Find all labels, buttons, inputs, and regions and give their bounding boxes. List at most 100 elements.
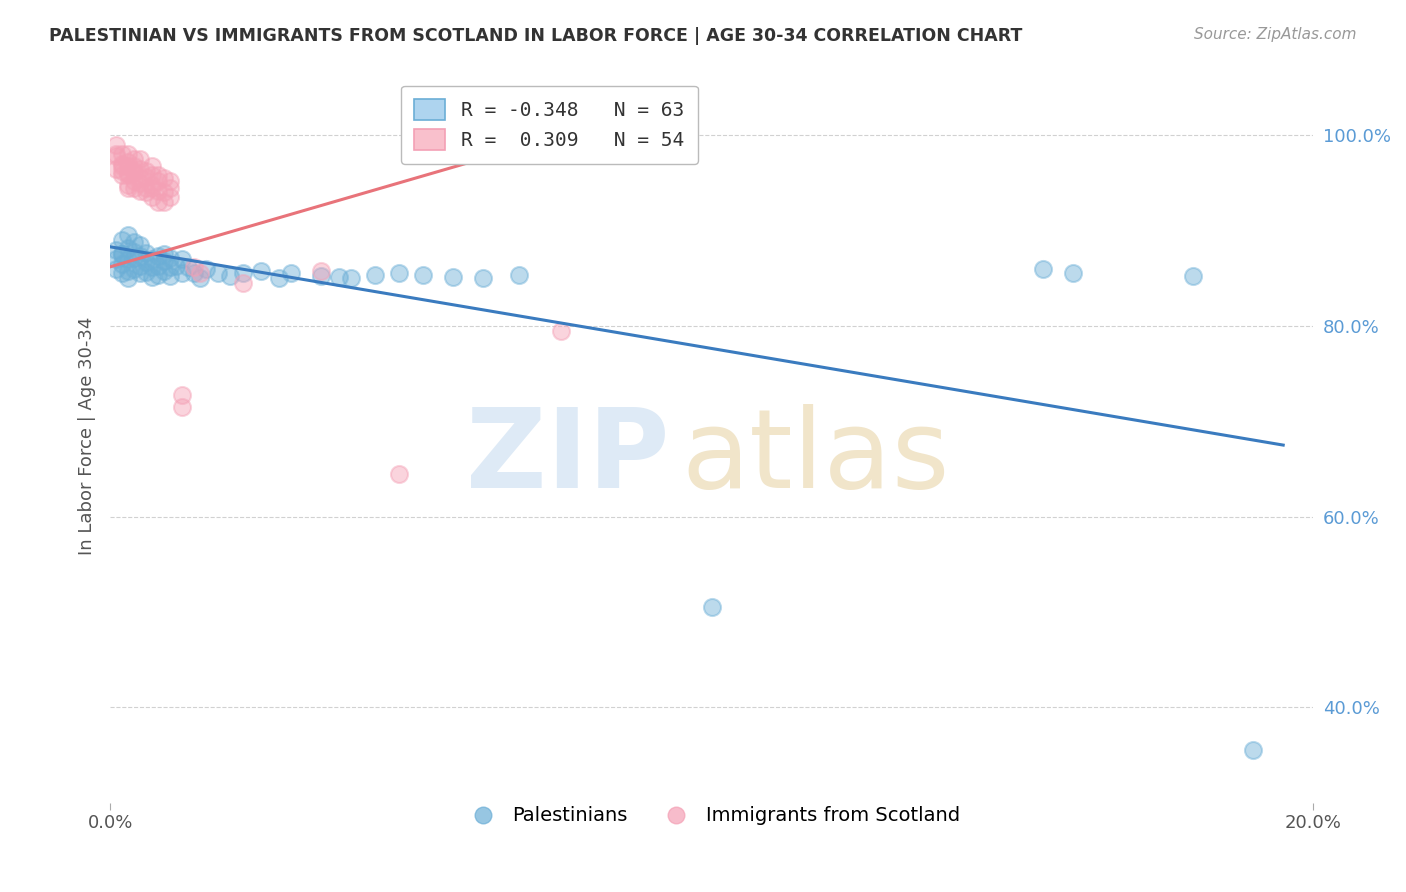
- Point: [105, 243, 128, 257]
- Point: [172, 400, 194, 414]
- Point: [328, 270, 350, 285]
- Point: [280, 267, 302, 281]
- Point: [309, 269, 332, 284]
- Point: [111, 163, 134, 178]
- Point: [165, 259, 187, 273]
- Point: [1062, 267, 1084, 281]
- Point: [153, 186, 176, 200]
- Point: [117, 147, 139, 161]
- Point: [122, 261, 145, 276]
- Point: [111, 247, 134, 261]
- Point: [219, 269, 242, 284]
- Point: [148, 268, 170, 283]
- Point: [129, 152, 152, 166]
- Point: [183, 260, 205, 274]
- Point: [105, 161, 128, 176]
- Point: [159, 180, 181, 194]
- Point: [105, 261, 128, 276]
- Point: [111, 157, 134, 171]
- Point: [141, 180, 163, 194]
- Point: [1032, 261, 1054, 276]
- Point: [111, 267, 134, 281]
- Point: [412, 268, 434, 283]
- Point: [135, 186, 157, 200]
- Point: [129, 176, 152, 190]
- Point: [129, 171, 152, 186]
- Point: [117, 169, 139, 183]
- Point: [172, 267, 194, 281]
- Point: [105, 137, 128, 152]
- Point: [122, 252, 145, 266]
- Point: [141, 270, 163, 285]
- Point: [117, 166, 139, 180]
- Point: [231, 276, 253, 290]
- Point: [141, 190, 163, 204]
- Point: [117, 155, 139, 169]
- Point: [550, 324, 572, 338]
- Point: [129, 161, 152, 176]
- Point: [190, 266, 212, 280]
- Point: [339, 271, 361, 285]
- Point: [364, 268, 387, 283]
- Point: [122, 152, 145, 166]
- Point: [508, 268, 530, 283]
- Point: [195, 261, 218, 276]
- Point: [249, 263, 271, 277]
- Point: [172, 387, 194, 401]
- Point: [111, 257, 134, 271]
- Text: Source: ZipAtlas.com: Source: ZipAtlas.com: [1194, 27, 1357, 42]
- Point: [129, 259, 152, 273]
- Point: [141, 252, 163, 267]
- Point: [122, 166, 145, 180]
- Point: [141, 178, 163, 192]
- Text: ZIP: ZIP: [467, 404, 669, 511]
- Point: [148, 174, 170, 188]
- Point: [172, 252, 194, 267]
- Point: [231, 266, 253, 280]
- Point: [111, 147, 134, 161]
- Point: [177, 260, 200, 274]
- Point: [148, 194, 170, 209]
- Point: [117, 241, 139, 255]
- Point: [267, 271, 290, 285]
- Point: [135, 164, 157, 178]
- Point: [159, 269, 181, 284]
- Point: [141, 169, 163, 183]
- Point: [309, 263, 332, 277]
- Point: [122, 244, 145, 259]
- Point: [122, 235, 145, 249]
- Point: [153, 247, 176, 261]
- Point: [129, 267, 152, 281]
- Point: [183, 267, 205, 281]
- Point: [105, 147, 128, 161]
- Point: [117, 178, 139, 192]
- Point: [111, 247, 134, 261]
- Point: [207, 267, 229, 281]
- Point: [159, 252, 181, 266]
- Text: atlas: atlas: [682, 404, 950, 511]
- Point: [122, 163, 145, 178]
- Point: [1181, 269, 1204, 284]
- Point: [135, 170, 157, 185]
- Point: [153, 263, 176, 277]
- Point: [117, 159, 139, 173]
- Point: [159, 190, 181, 204]
- Point: [117, 263, 139, 277]
- Point: [122, 180, 145, 194]
- Point: [117, 252, 139, 267]
- Point: [159, 260, 181, 274]
- Point: [105, 252, 128, 267]
- Point: [105, 149, 128, 163]
- Point: [153, 194, 176, 209]
- Point: [135, 264, 157, 278]
- Point: [117, 180, 139, 194]
- Point: [117, 271, 139, 285]
- Point: [148, 259, 170, 273]
- Point: [129, 238, 152, 252]
- Point: [148, 249, 170, 263]
- Point: [117, 228, 139, 243]
- Point: [129, 249, 152, 263]
- Legend: Palestinians, Immigrants from Scotland: Palestinians, Immigrants from Scotland: [456, 798, 967, 833]
- Point: [141, 159, 163, 173]
- Point: [388, 267, 411, 281]
